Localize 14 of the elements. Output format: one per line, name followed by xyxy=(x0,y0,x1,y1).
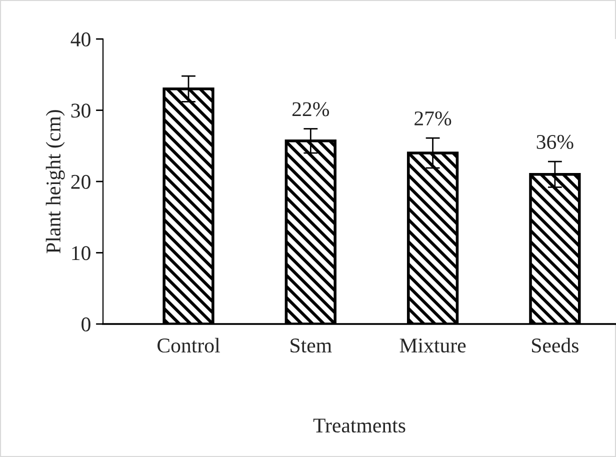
annotation: 36% xyxy=(536,134,574,150)
y-tick-label: 30 xyxy=(71,104,90,118)
x-tick-label: Stem xyxy=(290,338,332,353)
annotation: 27% xyxy=(414,111,452,126)
y-axis-title: Plant height (cm) xyxy=(46,110,65,254)
y-tick-label: 40 xyxy=(70,32,90,46)
annotation: 22% xyxy=(292,102,330,116)
x-axis-title: Treatments xyxy=(313,418,406,433)
y-tick-label: 10 xyxy=(72,246,90,260)
y-tick-label: 20 xyxy=(71,174,90,189)
x-tick-label: Control xyxy=(158,338,220,353)
y-tick-label: 0 xyxy=(82,317,90,332)
x-tick-label: Seeds xyxy=(532,338,578,353)
x-tick-label: Mixture xyxy=(400,338,466,353)
